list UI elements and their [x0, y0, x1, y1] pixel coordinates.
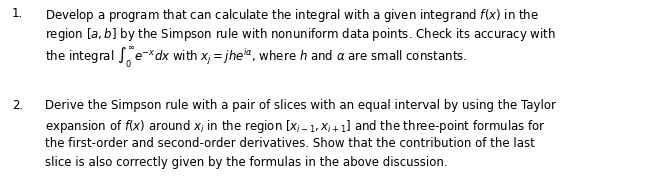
Text: 2.: 2.	[12, 99, 23, 112]
Text: Derive the Simpson rule with a pair of slices with an equal interval by using th: Derive the Simpson rule with a pair of s…	[45, 99, 556, 112]
Text: 1.: 1.	[12, 7, 23, 20]
Text: region $[a, b]$ by the Simpson rule with nonuniform data points. Check its accur: region $[a, b]$ by the Simpson rule with…	[45, 26, 556, 43]
Text: expansion of $f(x)$ around $x_i$ in the region $[x_{i-1}, x_{i+1}]$ and the thre: expansion of $f(x)$ around $x_i$ in the …	[45, 118, 546, 135]
Text: the first-order and second-order derivatives. Show that the contribution of the : the first-order and second-order derivat…	[45, 137, 535, 150]
Text: Develop a program that can calculate the integral with a given integrand $f(x)$ : Develop a program that can calculate the…	[45, 7, 539, 24]
Text: slice is also correctly given by the formulas in the above discussion.: slice is also correctly given by the for…	[45, 156, 447, 169]
Text: the integral $\int_0^{\infty} e^{-x}dx$ with $x_j = jhe^{i\alpha}$, where $h$ an: the integral $\int_0^{\infty} e^{-x}dx$ …	[45, 45, 467, 70]
